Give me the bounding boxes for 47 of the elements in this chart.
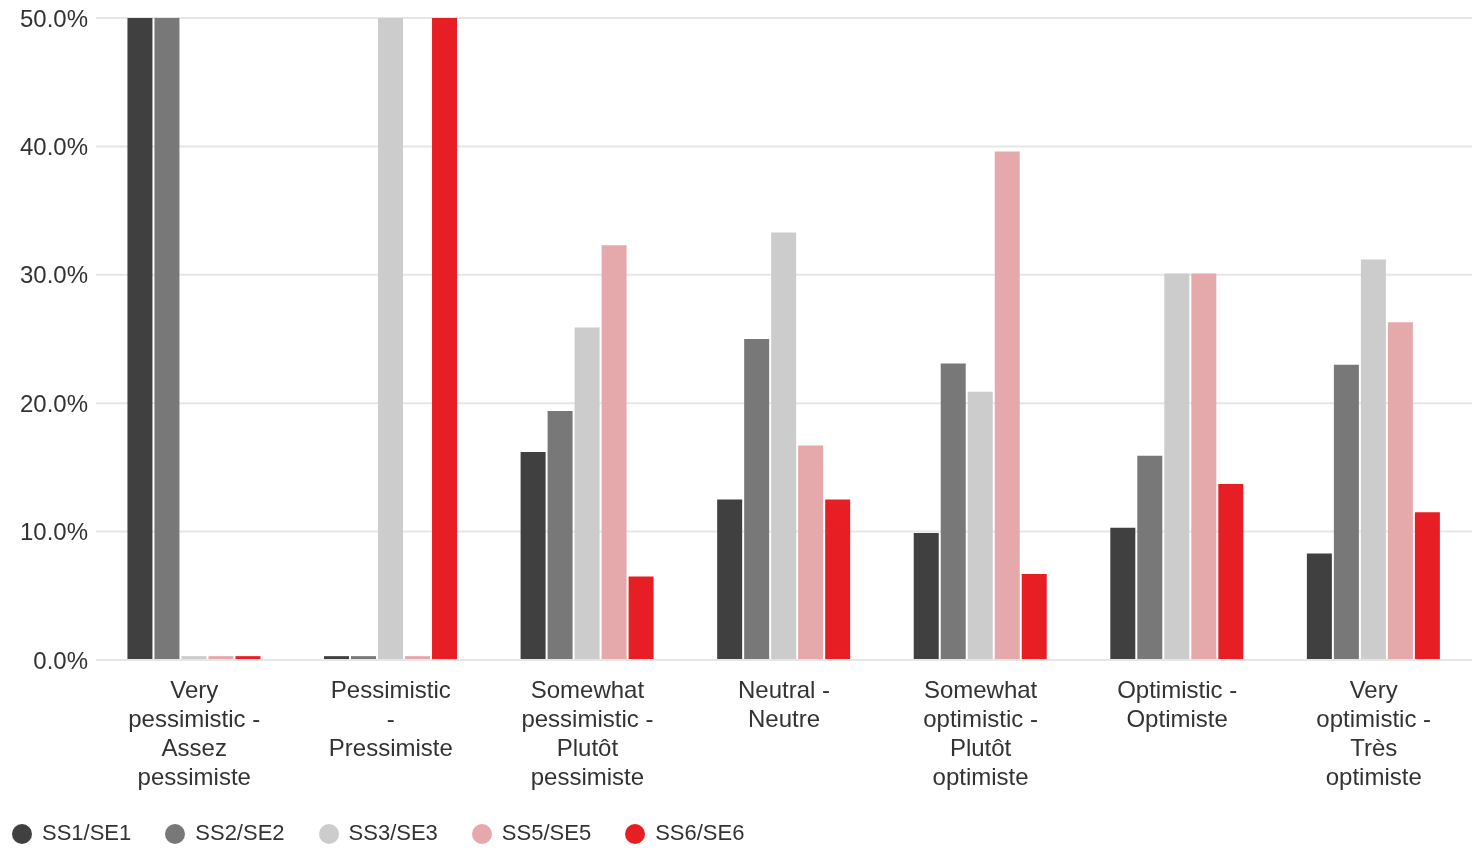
bar xyxy=(798,445,824,660)
bar xyxy=(1164,273,1190,660)
bar xyxy=(1360,259,1386,660)
legend-label: SS5/SE5 xyxy=(501,820,592,845)
x-tick-label: Very optimistic - Très optimiste xyxy=(1316,676,1432,790)
x-tick-label: Somewhat optimistic - Plutôt optimiste xyxy=(923,676,1038,790)
legend-label: SS3/SE3 xyxy=(348,820,438,845)
bar xyxy=(825,499,851,660)
x-tick-label: Very pessimistic - Assez pessimiste xyxy=(128,676,261,790)
bar xyxy=(1021,573,1047,660)
bar xyxy=(1191,273,1217,660)
bar xyxy=(1110,527,1136,660)
y-tick-label: 40.0% xyxy=(19,132,88,160)
y-tick-label: 10.0% xyxy=(19,518,88,546)
legend-label: SS6/SE6 xyxy=(655,820,745,845)
bar xyxy=(717,499,743,660)
bar xyxy=(1414,512,1440,660)
bar xyxy=(1333,364,1359,660)
bar xyxy=(574,327,600,660)
legend-label: SS1/SE1 xyxy=(42,820,132,845)
bar xyxy=(547,410,573,660)
x-tick-label: Somewhat pessimistic - Plutôt pessimiste xyxy=(521,676,654,790)
legend-label: SS2/SE2 xyxy=(195,820,285,845)
bar xyxy=(154,18,180,660)
y-tick-label: 30.0% xyxy=(19,261,88,289)
y-tick-label: 0.0% xyxy=(33,646,88,674)
bar xyxy=(1387,322,1413,660)
bar xyxy=(771,232,797,660)
bar xyxy=(628,576,654,660)
bar xyxy=(432,18,458,660)
bar xyxy=(744,339,770,660)
y-tick-label: 50.0% xyxy=(19,4,88,32)
bar xyxy=(913,532,939,660)
bar xyxy=(520,451,546,660)
x-tick-label: Neutral - Neutre xyxy=(737,676,831,732)
bar xyxy=(1306,553,1332,660)
bar xyxy=(994,151,1020,660)
bar xyxy=(127,18,153,660)
bar xyxy=(1218,484,1244,660)
bar xyxy=(601,245,627,660)
bar xyxy=(967,391,993,660)
y-tick-label: 20.0% xyxy=(19,389,88,417)
bar xyxy=(1137,455,1163,660)
bar xyxy=(378,18,404,660)
bar xyxy=(940,363,966,660)
x-tick-label: Optimistic - Optimiste xyxy=(1117,676,1238,732)
x-tick-label: Pessimistic - Pressimiste xyxy=(328,676,453,761)
